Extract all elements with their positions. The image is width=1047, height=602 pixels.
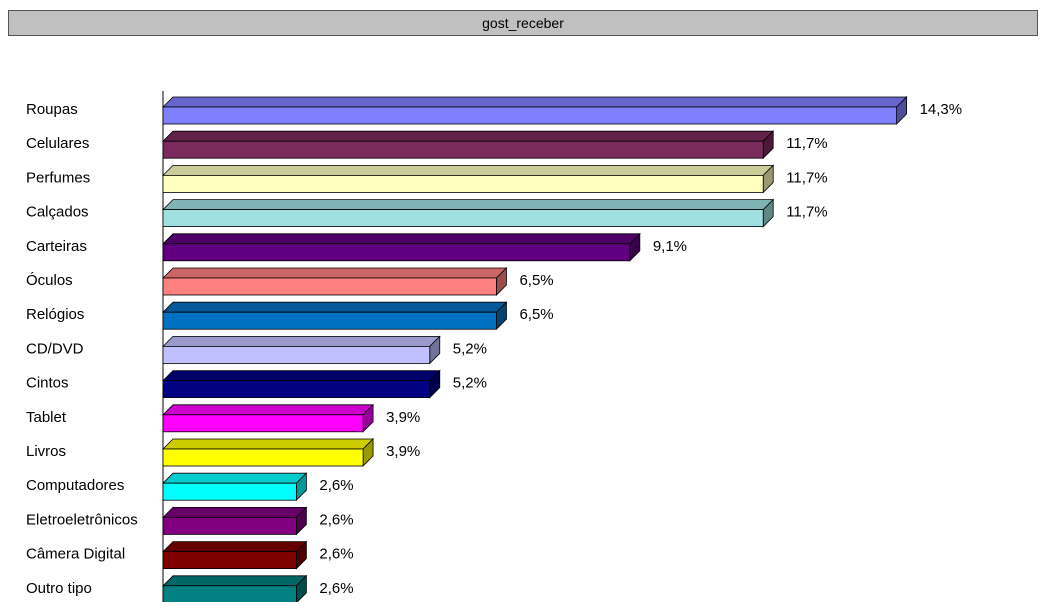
- category-label-camera-digital: Câmera Digital: [26, 546, 125, 563]
- bar-front-face: [162, 380, 431, 399]
- bar-front-face: [162, 311, 497, 330]
- labels: Roupas 14,3% Celulares 11,7% Perfumes 11,7% Ca…: [26, 101, 962, 597]
- bar-top-face: [162, 438, 375, 450]
- bar-front-face: [162, 448, 364, 467]
- bar-front-face: [162, 243, 631, 262]
- value-label-roupas: 14,3%: [920, 101, 963, 118]
- category-label-computadores: Computadores: [26, 477, 124, 494]
- bar-celulares: [162, 130, 775, 160]
- bar-front-face: [162, 414, 364, 433]
- category-label-roupas: Roupas: [26, 101, 78, 118]
- bar-relogios: [162, 301, 508, 331]
- bar-top-face: [162, 130, 775, 142]
- value-label-outro-tipo: 2,6%: [319, 580, 353, 597]
- bar-top-face: [162, 575, 308, 587]
- value-label-carteiras: 9,1%: [653, 238, 687, 255]
- value-label-cd-dvd: 5,2%: [453, 340, 487, 357]
- category-label-tablet: Tablet: [26, 409, 67, 426]
- bar-front-face: [162, 517, 297, 535]
- category-label-outro-tipo: Outro tipo: [26, 580, 92, 597]
- category-label-perfumes: Perfumes: [26, 169, 90, 186]
- bar-front-face: [162, 551, 297, 569]
- bar-livros: [162, 438, 375, 467]
- bar-carteiras: [162, 232, 641, 262]
- value-label-relogios: 6,5%: [519, 306, 553, 323]
- bar-oculos: [162, 267, 508, 296]
- value-label-celulares: 11,7%: [786, 135, 827, 152]
- category-label-relogios: Relógios: [26, 306, 84, 323]
- bar-top-face: [162, 370, 441, 382]
- bar-top-face: [162, 267, 508, 279]
- category-label-calcados: Calçados: [26, 204, 89, 221]
- category-label-celulares: Celulares: [26, 135, 89, 152]
- value-label-oculos: 6,5%: [519, 272, 553, 289]
- bar-front-face: [162, 106, 897, 125]
- category-label-cd-dvd: CD/DVD: [26, 340, 84, 357]
- bar-front-face: [162, 140, 764, 159]
- bar-calcados: [162, 198, 775, 228]
- bar-top-face: [162, 301, 508, 313]
- value-label-perfumes: 11,7%: [786, 169, 827, 186]
- category-label-carteiras: Carteiras: [26, 238, 87, 255]
- bar-camera-digital: [162, 540, 308, 570]
- value-label-eletroeletronicos: 2,6%: [319, 511, 353, 528]
- bar-front-face: [162, 482, 297, 501]
- bar-cintos: [162, 369, 441, 399]
- bars: [162, 96, 908, 602]
- value-label-tablet: 3,9%: [386, 409, 420, 426]
- value-label-computadores: 2,6%: [319, 477, 353, 494]
- bar-top-face: [162, 541, 308, 552]
- bar-front-face: [162, 585, 297, 602]
- category-label-livros: Livros: [26, 443, 66, 460]
- value-label-livros: 3,9%: [386, 443, 420, 460]
- bar-front-face: [162, 174, 764, 193]
- bar-top-face: [162, 199, 775, 211]
- category-label-eletroeletronicos: Eletroeletrônicos: [26, 511, 138, 528]
- bar-computadores: [162, 472, 308, 502]
- bar-front-face: [162, 209, 764, 228]
- bar-top-face: [162, 233, 641, 245]
- bar-outro-tipo: [162, 574, 308, 602]
- bar-perfumes: [162, 164, 775, 194]
- value-label-cintos: 5,2%: [453, 375, 487, 392]
- bar-top-face: [162, 164, 775, 176]
- category-label-oculos: Óculos: [26, 272, 73, 289]
- category-label-cintos: Cintos: [26, 375, 69, 392]
- bar-top-face: [162, 335, 441, 347]
- bar-roupas: [162, 96, 908, 125]
- bar-top-face: [162, 96, 908, 108]
- value-label-camera-digital: 2,6%: [319, 546, 353, 563]
- bar-top-face: [162, 506, 308, 518]
- bar-front-face: [162, 277, 497, 296]
- bar-cd-dvd: [162, 335, 441, 365]
- bar-top-face: [162, 472, 308, 484]
- bar-eletroeletronicos: [162, 506, 308, 536]
- bar-top-face: [162, 404, 375, 416]
- bar-tablet: [162, 403, 375, 433]
- value-label-calcados: 11,7%: [786, 204, 827, 221]
- chart-title: gost_receber: [8, 10, 1038, 36]
- bar-front-face: [162, 345, 431, 364]
